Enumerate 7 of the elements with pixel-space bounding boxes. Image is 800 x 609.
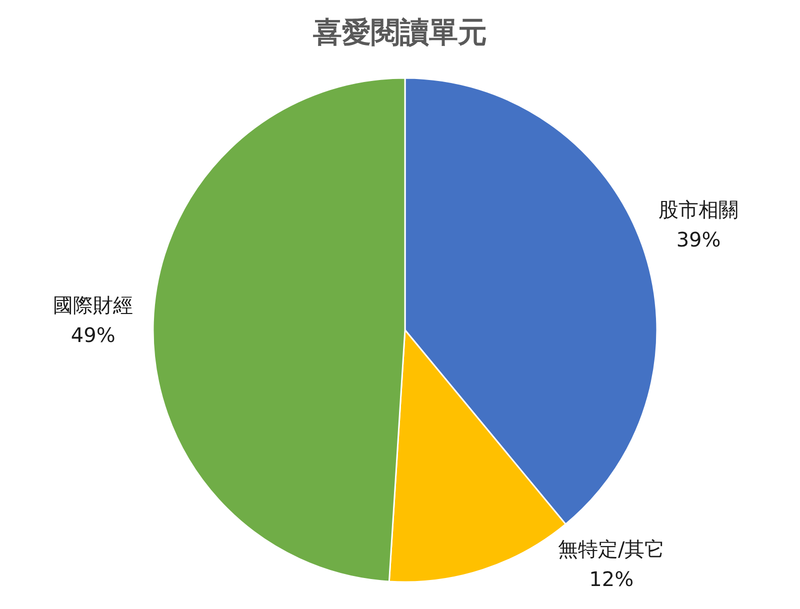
chart-title: 喜愛閱讀單元: [312, 14, 488, 51]
data-label: 12%: [589, 567, 634, 591]
data-label: 49%: [70, 323, 116, 348]
data-label: 39%: [676, 227, 721, 252]
slice-label: 無特定/其它: [558, 537, 665, 561]
slice-label: 國際財經: [53, 293, 134, 318]
slice-label: 股市相關: [658, 197, 739, 222]
